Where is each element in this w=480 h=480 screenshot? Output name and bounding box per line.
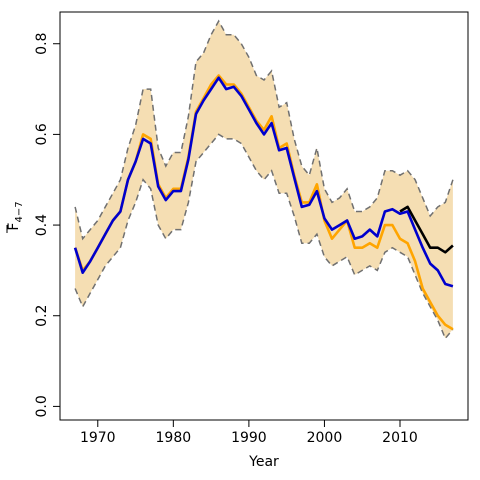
y-tick-label: 0.8 [34, 33, 50, 55]
x-tick-label: 2000 [307, 430, 343, 446]
series-line-black [399, 205, 454, 254]
band-upper-edge [74, 19, 454, 241]
x-tick-label: 2010 [382, 430, 418, 446]
y-tick-label: 0.0 [34, 395, 50, 417]
band-lower-edge [74, 133, 454, 340]
series-lines [73, 74, 454, 331]
x-tick-label: 1990 [231, 430, 267, 446]
band-fill [75, 21, 453, 339]
y-tick-label: 0.6 [34, 123, 50, 145]
y-axis-title-subscript: 4−7 [14, 201, 25, 222]
y-axis-title-main: F [6, 223, 22, 231]
x-tick-label: 1970 [80, 430, 116, 446]
x-axis-title: Year [248, 454, 279, 470]
y-tick-label: 0.2 [34, 305, 50, 327]
y-tick-label: 0.4 [34, 214, 50, 236]
series-line-blue [73, 76, 454, 288]
x-tick-label: 1980 [156, 430, 192, 446]
y-axis: 0.0 0.2 0.4 0.6 0.8 [34, 33, 61, 418]
confidence-band [74, 19, 454, 340]
svg-text:F4−7: F4−7 [6, 201, 25, 230]
y-axis-title: F4−7 [6, 201, 25, 233]
x-axis: 1970 1980 1990 2000 2010 [80, 419, 418, 446]
